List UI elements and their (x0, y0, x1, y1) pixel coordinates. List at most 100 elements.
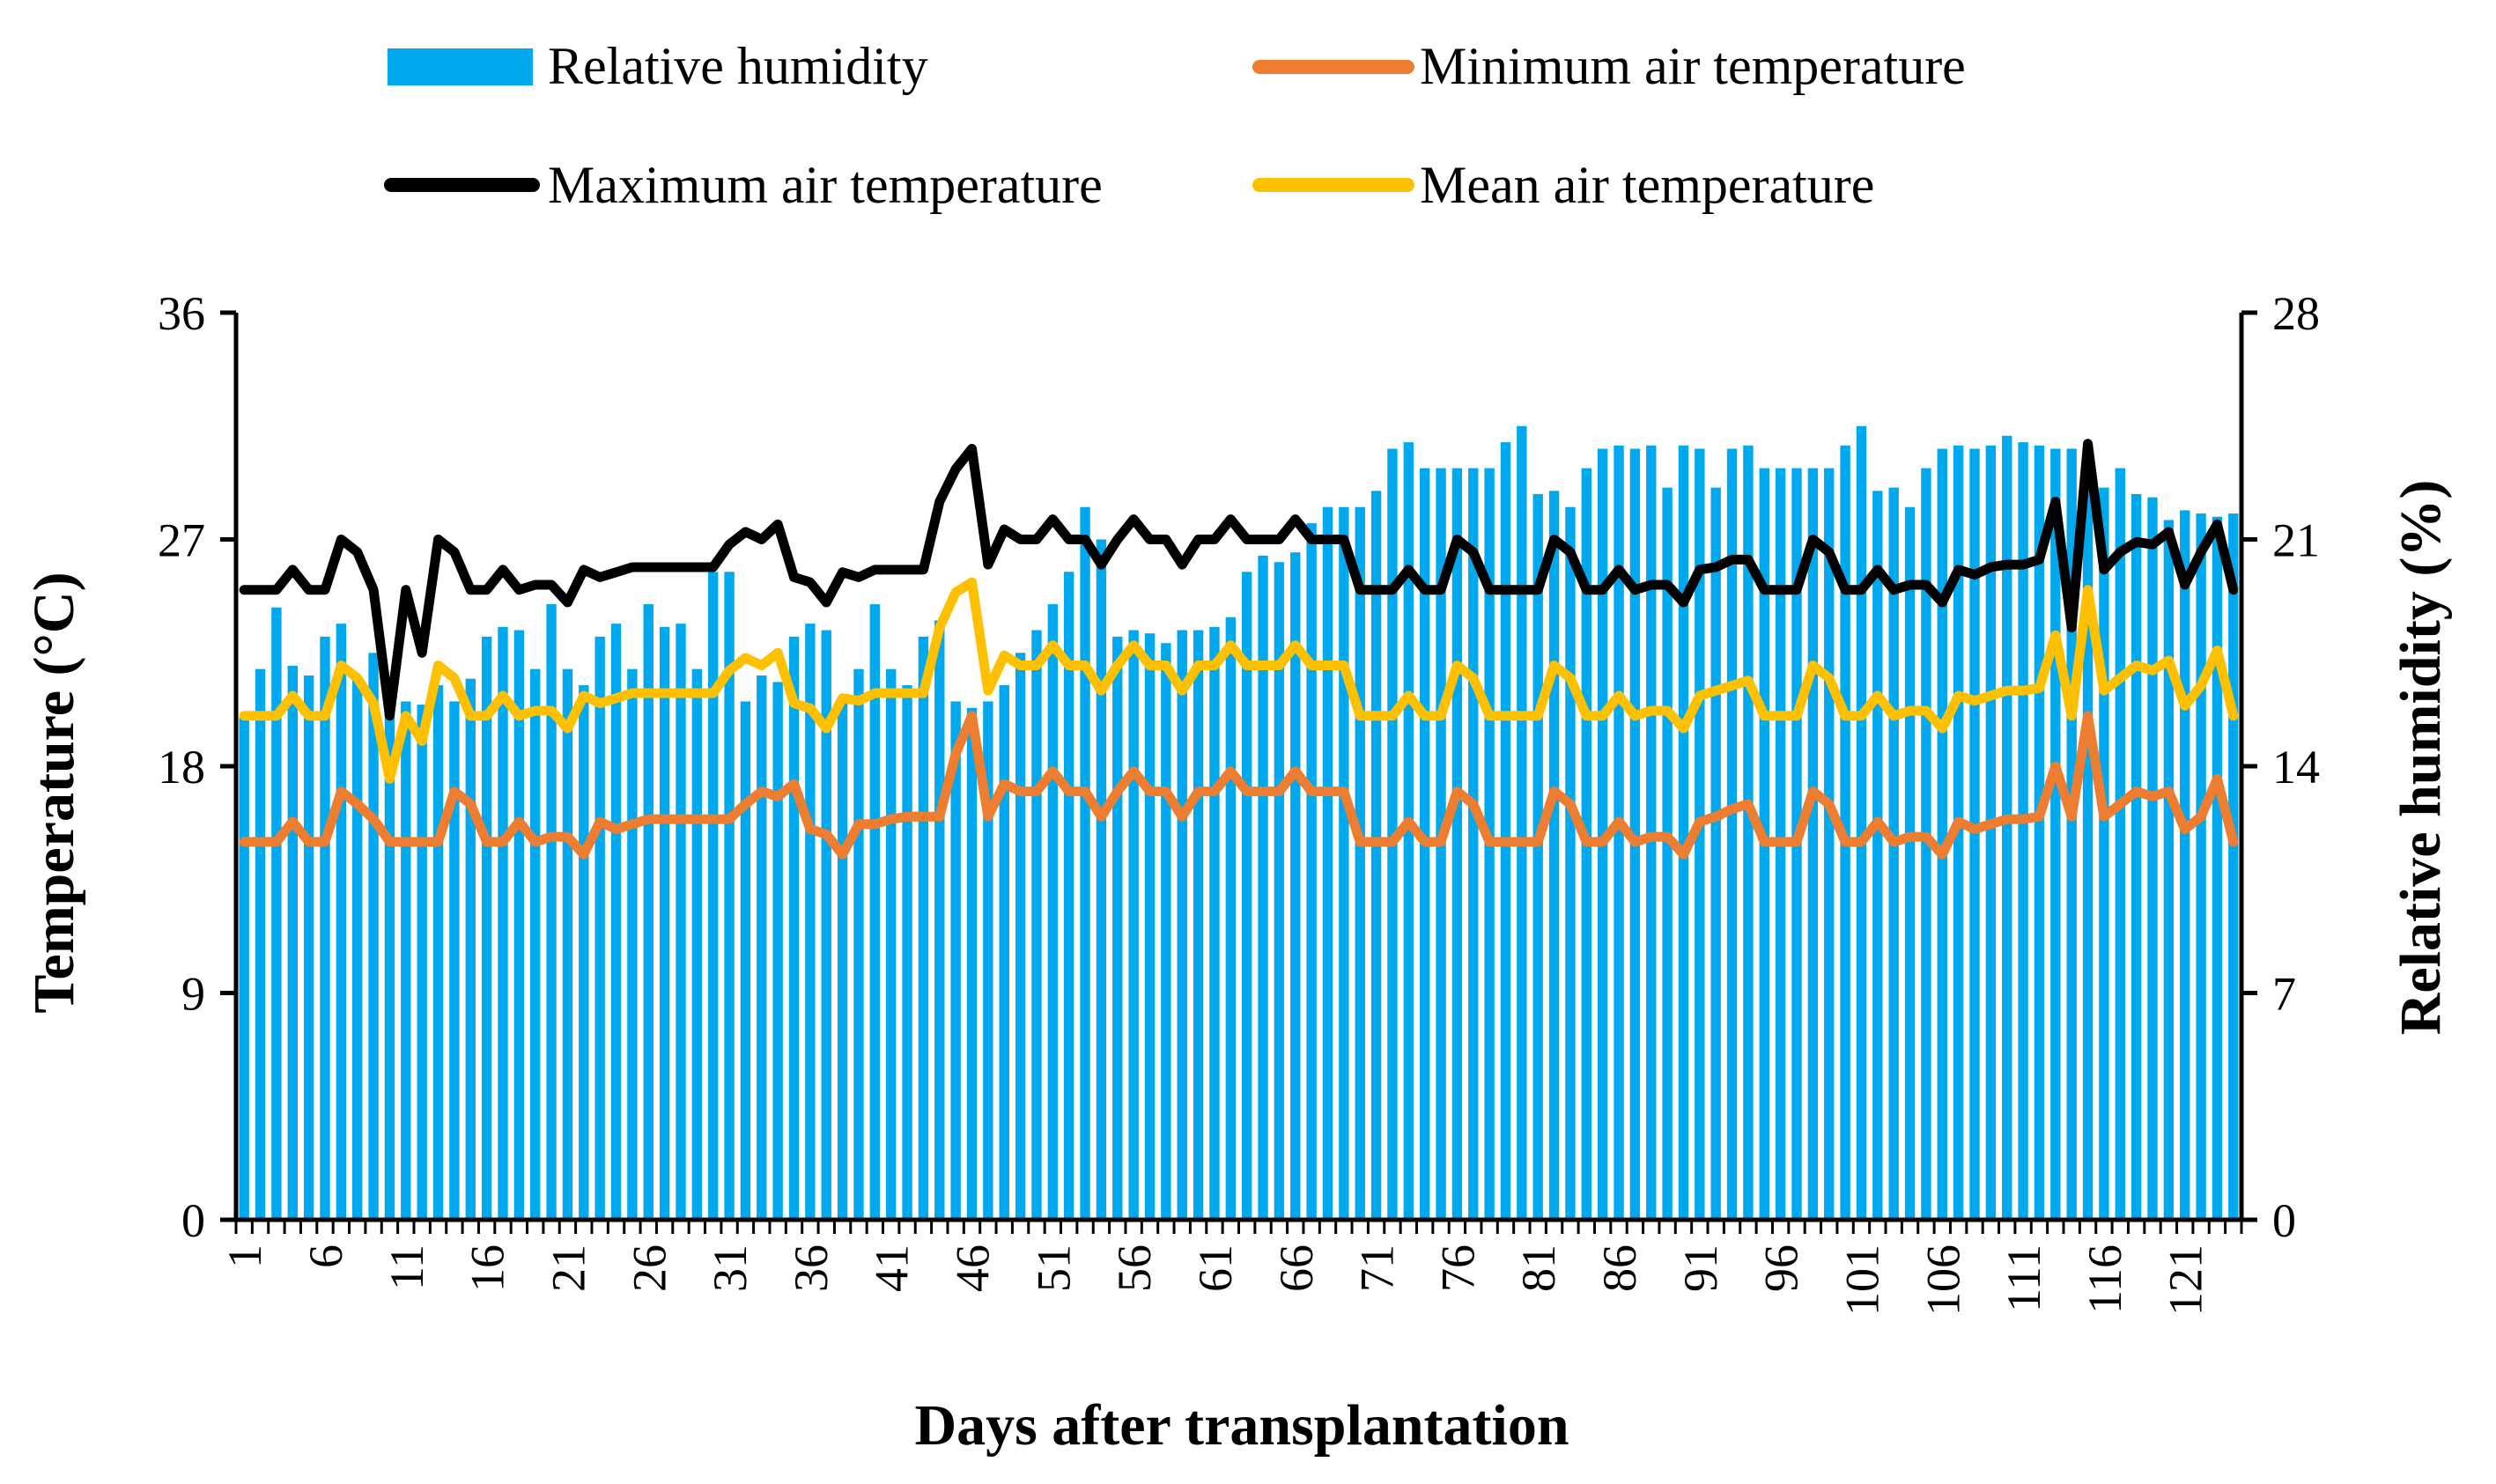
humidity-bar (1225, 616, 1237, 1220)
humidity-bar (1904, 506, 1916, 1220)
y-axis-left-tick-label: 9 (181, 968, 205, 1021)
humidity-bar (1403, 442, 1414, 1220)
humidity-bar (2066, 448, 2077, 1220)
humidity-bar (821, 630, 831, 1220)
humidity-bar (1969, 448, 1980, 1220)
humidity-bar (1177, 630, 1187, 1220)
humidity-bar (805, 624, 816, 1220)
legend-item-relative-humidity: Relative humidity (388, 37, 928, 95)
x-axis-tick-label: 116 (2079, 1244, 2131, 1314)
humidity-bar (546, 604, 557, 1220)
humidity-bar (788, 636, 800, 1220)
x-axis-tick-label: 46 (947, 1244, 1000, 1292)
humidity-bar (1209, 626, 1220, 1220)
humidity-bar (579, 685, 589, 1220)
humidity-bar (691, 668, 703, 1220)
humidity-bar (1274, 562, 1285, 1220)
x-axis-tick-label: 96 (1755, 1244, 1808, 1292)
humidity-bar (1015, 653, 1026, 1220)
humidity-bar (708, 572, 719, 1220)
humidity-bar (255, 668, 266, 1220)
humidity-bar (432, 685, 444, 1220)
x-axis-tick-label: 111 (1998, 1244, 2050, 1312)
humidity-bar (2163, 520, 2175, 1220)
x-axis-tick-label: 91 (1674, 1244, 1727, 1292)
humidity-bar (1370, 491, 1382, 1220)
x-axis-tick-label: 106 (1916, 1244, 1969, 1316)
humidity-bar (303, 676, 314, 1220)
x-axis-tick-label: 56 (1108, 1244, 1161, 1292)
humidity-bar (2018, 442, 2028, 1220)
humidity-bar (837, 701, 848, 1220)
legend-swatch-relative-humidity (388, 48, 533, 85)
humidity-bar (1695, 448, 1705, 1220)
x-axis-tick-label: 26 (623, 1244, 676, 1292)
x-axis-tick-label: 41 (866, 1244, 919, 1292)
humidity-bar (2002, 435, 2012, 1220)
y-axis-right-tick-label: 7 (2272, 968, 2296, 1021)
humidity-bar (1953, 445, 1964, 1220)
humidity-bar (902, 685, 912, 1220)
humidity-bar (239, 717, 249, 1220)
humidity-bar (1144, 633, 1156, 1220)
humidity-bar (1339, 506, 1349, 1220)
humidity-bar (2228, 513, 2239, 1220)
humidity-bar (2196, 513, 2206, 1220)
x-axis-tick-label: 11 (380, 1244, 433, 1290)
x-axis-tick-label: 1 (218, 1244, 271, 1268)
humidity-bar (950, 701, 961, 1220)
x-axis-tick-label: 66 (1270, 1244, 1323, 1292)
humidity-bar (498, 626, 508, 1220)
legend-item-minimum-air-temperature: Minimum air temperature (1252, 37, 1966, 95)
humidity-bar (1937, 448, 1947, 1220)
y-axis-left-tick-label: 36 (158, 287, 205, 340)
humidity-bar (1064, 572, 1074, 1220)
humidity-bar (1047, 604, 1059, 1220)
humidity-bar (2147, 497, 2158, 1220)
x-axis-ticks: 1 6 11 16 21 26 31 36 41 46 51 56 61 66 71 76 81 86 91 96 10… (218, 1220, 2243, 1316)
humidity-bar (320, 636, 330, 1220)
humidity-bar (336, 624, 347, 1220)
x-axis-tick-label: 76 (1431, 1244, 1484, 1292)
humidity-bar (1128, 630, 1139, 1220)
y-axis-left-tick-label: 27 (158, 514, 205, 567)
humidity-bar (1662, 487, 1673, 1220)
humidity-bar (627, 668, 638, 1220)
humidity-bar (659, 626, 670, 1220)
humidity-bar (1807, 468, 1819, 1220)
humidity-bar (983, 701, 993, 1220)
humidity-bar (1258, 555, 1268, 1220)
humidity-bar (1565, 506, 1576, 1220)
y-axis-right-tick-label: 28 (2272, 287, 2320, 340)
humidity-bar (594, 636, 605, 1220)
humidity-bar (1856, 425, 1867, 1220)
humidity-bar (384, 695, 395, 1220)
humidity-bar (1451, 468, 1463, 1220)
humidity-bar (352, 678, 363, 1220)
y-axis-right-title: Relative humidity (%) (2389, 480, 2453, 1036)
humidity-bar (1096, 539, 1107, 1220)
x-axis-tick-label: 121 (2160, 1244, 2212, 1316)
y-axis-left-title: Temperature (°C) (22, 572, 86, 1013)
humidity-bar (643, 604, 654, 1220)
humidity-bar (1517, 425, 1527, 1220)
humidity-bar (513, 630, 525, 1220)
humidity-bar (676, 624, 686, 1220)
humidity-bar (1678, 445, 1689, 1220)
legend-label-maximum-air-temperature: Maximum air temperature (548, 156, 1103, 214)
humidity-bar (1532, 494, 1543, 1220)
humidity-bar (1743, 445, 1754, 1220)
x-axis-tick-label: 81 (1512, 1244, 1565, 1292)
humidity-bar (2180, 510, 2190, 1220)
humidity-bar (2034, 445, 2045, 1220)
humidity-bar (724, 572, 735, 1220)
y-axis-left-tick-label: 18 (158, 741, 205, 794)
minimum-air-temperature-line (239, 711, 2239, 860)
humidity-bar (1080, 506, 1090, 1220)
legend-item-maximum-air-temperature: Maximum air temperature (384, 156, 1103, 214)
y-axis-left-tick-label: 0 (181, 1194, 205, 1247)
humidity-bar (417, 705, 427, 1220)
humidity-bar (853, 668, 864, 1220)
humidity-bar (1355, 506, 1365, 1220)
